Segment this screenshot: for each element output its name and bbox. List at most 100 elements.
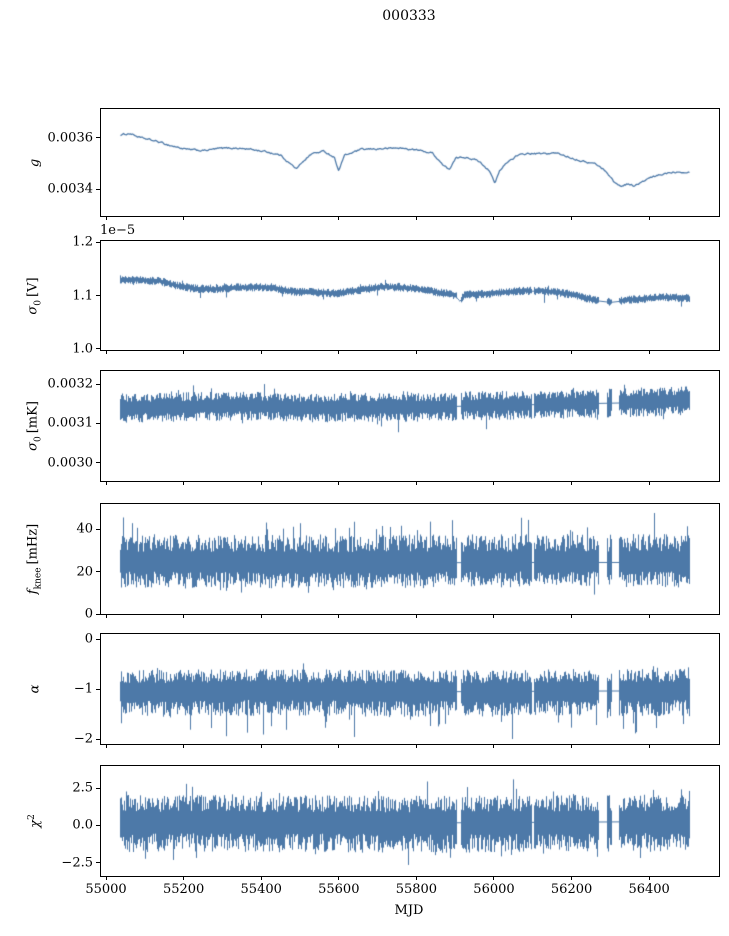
y-axis-label-symbol: χ (28, 819, 44, 828)
y-axis-label: χ2 (27, 814, 44, 828)
axis-offset-label: 1e−5 (100, 223, 136, 238)
x-tick (105, 614, 107, 618)
panel-sigma0-v: 1.2 1.1 1.0 σ0 [V] 1e−5 (26, 224, 720, 355)
y-tick-label: 40 (76, 521, 93, 537)
x-tick (183, 876, 185, 880)
x-tick (493, 350, 495, 354)
x-tick (415, 350, 417, 354)
y-tick-label: 1.0 (72, 341, 93, 357)
y-tick (96, 137, 100, 139)
x-tick (183, 481, 185, 485)
x-tick (105, 481, 107, 485)
y-tick (96, 787, 100, 789)
sigma0-v-canvas (101, 241, 719, 350)
f-knee-canvas (101, 504, 719, 614)
y-tick-label: −2.5 (61, 855, 93, 871)
y-axis-label-unit: [mK] (25, 401, 41, 434)
y-tick (96, 422, 100, 424)
x-tick (338, 744, 340, 748)
y-tick-label: 0 (84, 606, 93, 622)
y-tick (96, 571, 100, 573)
y-tick-label: −1 (73, 681, 93, 697)
y-tick (96, 528, 100, 530)
y-tick-label: 0.0 (72, 817, 93, 833)
panel-g: 0.0036 0.0034 g (28, 108, 720, 220)
x-tick (571, 350, 573, 354)
x-tick (183, 614, 185, 618)
y-axis-label: fknee [mHz] (25, 523, 44, 594)
x-axis-label: MJD (394, 903, 424, 918)
panel-chi2: 2.5 0.0 −2.5 55000 55200 55400 55600 55800 56000… (27, 765, 720, 896)
y-tick-label: 0.0032 (47, 376, 94, 392)
y-tick-label: 20 (76, 564, 93, 580)
x-tick (183, 216, 185, 220)
y-tick (96, 462, 100, 464)
alpha-canvas (101, 634, 719, 744)
y-tick (96, 824, 100, 826)
y-tick-label: −2 (73, 731, 93, 747)
y-tick-label: 0.0036 (47, 130, 94, 146)
x-tick (183, 350, 185, 354)
x-tick-label: 55200 (162, 882, 205, 897)
x-tick (415, 744, 417, 748)
x-tick (571, 614, 573, 618)
y-axis-label: g (27, 158, 43, 167)
x-tick (415, 614, 417, 618)
x-tick (338, 614, 340, 618)
x-tick (338, 481, 340, 485)
panel-sigma0-mk: 0.0032 0.0031 0.0030 σ0 [mK] (26, 370, 720, 485)
sigma0-mk-canvas (101, 371, 719, 481)
x-tick (648, 744, 650, 748)
x-tick (493, 744, 495, 748)
y-axis-label-symbol: σ (25, 442, 41, 451)
x-tick (571, 216, 573, 220)
x-tick (648, 216, 650, 220)
x-tick-label: 55000 (85, 882, 127, 897)
y-tick-label: 0.0030 (47, 455, 94, 471)
x-tick (183, 744, 185, 748)
x-tick (105, 350, 107, 354)
y-tick-label: 0.0031 (47, 415, 94, 431)
chi2-canvas (101, 766, 719, 876)
x-tick (338, 876, 340, 880)
figure-title: 000333 (382, 8, 436, 24)
x-tick (260, 614, 262, 618)
x-tick (648, 481, 650, 485)
y-tick (96, 188, 100, 190)
x-tick (415, 481, 417, 485)
x-tick (571, 876, 573, 880)
x-tick (571, 481, 573, 485)
y-axis-label-symbol: g (27, 158, 43, 167)
x-tick (493, 614, 495, 618)
x-tick (493, 216, 495, 220)
y-tick-label: 0.0034 (47, 181, 94, 197)
x-tick-label: 56200 (550, 882, 593, 897)
y-axis-label: α (27, 684, 43, 694)
x-tick (338, 350, 340, 354)
x-tick (493, 876, 495, 880)
y-tick (96, 738, 100, 740)
x-tick (260, 876, 262, 880)
y-axis-label-subscript: 0 (33, 436, 44, 443)
panel-f-knee: 40 20 0 fknee [mHz] (26, 503, 720, 621)
y-axis-label-unit: [mHz] (25, 523, 41, 565)
x-tick (260, 744, 262, 748)
x-tick (571, 744, 573, 748)
x-tick-label: 55400 (240, 882, 282, 897)
y-tick-label: 0 (84, 631, 93, 647)
y-tick (96, 241, 100, 243)
y-tick-label: 1.2 (72, 234, 93, 250)
x-tick (415, 216, 417, 220)
x-tick (260, 481, 262, 485)
y-tick (96, 383, 100, 385)
x-tick (105, 876, 107, 880)
y-tick-label: 2.5 (72, 780, 93, 796)
x-tick (260, 350, 262, 354)
y-tick (96, 295, 100, 296)
y-axis-label: σ0 [mK] (25, 401, 44, 451)
x-tick (260, 216, 262, 220)
x-tick (493, 481, 495, 485)
x-tick-label: 56000 (473, 882, 515, 897)
y-axis-label-symbol: α (27, 684, 43, 694)
x-tick-label: 56400 (628, 882, 670, 897)
